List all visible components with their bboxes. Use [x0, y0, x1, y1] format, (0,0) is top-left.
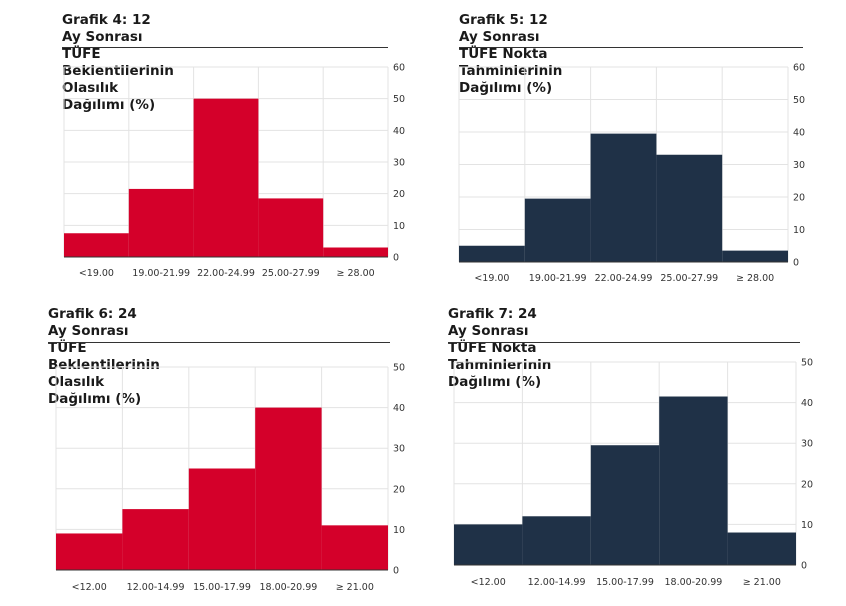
- y-tick-label: 30: [393, 158, 405, 169]
- chart-title-line-2: Olasılık Dağılımı (%): [48, 374, 142, 407]
- bar: [590, 445, 660, 565]
- x-tick-label: ≥ 28.00: [736, 273, 774, 284]
- title-rule: [448, 342, 800, 343]
- bar: [323, 247, 388, 257]
- chart-1: 0 10 20 30 40 50 60 <19.00 19.00-21.99 22.00-24.9…: [458, 63, 805, 284]
- y-tick-label: 60: [793, 63, 805, 74]
- y-tick-label: 30: [793, 160, 805, 171]
- chart-title: Grafik 7: 24 Ay Sonrası TÜFE Nokta Tahmi…: [448, 306, 551, 391]
- y-tick-label: 40: [393, 403, 405, 414]
- y-tick-label: 50: [801, 358, 813, 369]
- y-tick-label: 40: [801, 398, 813, 409]
- x-tick-label: 15.00-17.99: [193, 582, 251, 593]
- x-tick-label: 22.00-24.99: [595, 273, 653, 284]
- bar: [255, 407, 322, 570]
- chart-title-line-2: Olasılık Dağılımı (%): [62, 80, 156, 113]
- y-tick-label: 20: [393, 484, 405, 495]
- y-tick-label: 60: [393, 63, 405, 74]
- bar: [128, 188, 194, 257]
- x-tick-label: ≥ 28.00: [337, 268, 375, 279]
- chart-title-line-1: Grafik 5: 12 Ay Sonrası TÜFE Nokta: [459, 12, 548, 62]
- y-tick-label: 40: [793, 128, 805, 139]
- chart-3: 0 10 20 30 40 50 <12.00 12.00-14.99 15.00-17.99 1…: [453, 358, 813, 588]
- x-tick-label: ≥ 21.00: [336, 582, 374, 593]
- bar: [727, 532, 796, 565]
- y-tick-label: 50: [393, 94, 405, 105]
- bar: [659, 396, 728, 565]
- y-tick-label: 10: [793, 225, 805, 236]
- y-tick-label: 10: [393, 525, 405, 536]
- bar: [56, 533, 123, 570]
- y-tick-label: 0: [393, 253, 399, 264]
- chart-title: Grafik 6: 24 Ay Sonrası TÜFE Beklentiler…: [48, 306, 160, 408]
- bar: [64, 233, 129, 257]
- title-rule: [48, 342, 390, 343]
- y-tick-label: 20: [793, 193, 805, 204]
- y-tick-label: 50: [393, 363, 405, 374]
- bar: [524, 198, 591, 262]
- x-tick-label: 12.00-14.99: [528, 577, 586, 588]
- x-tick-label: 15.00-17.99: [596, 577, 654, 588]
- chart-0: 0 10 20 30 40 50 60 <19.00 19.00-21.99 22.00-24.9…: [63, 63, 405, 279]
- bar: [656, 154, 723, 262]
- x-tick-label: 18.00-20.99: [259, 582, 317, 593]
- x-tick-label: ≥ 21.00: [743, 577, 781, 588]
- y-tick-label: 0: [793, 258, 799, 269]
- title-rule: [459, 47, 803, 48]
- bar: [454, 524, 523, 565]
- y-tick-label: 30: [393, 444, 405, 455]
- x-tick-label: 12.00-14.99: [127, 582, 185, 593]
- y-tick-label: 30: [801, 439, 813, 450]
- title-rule: [62, 47, 388, 48]
- chart-title-line-1: Grafik 6: 24 Ay Sonrası TÜFE Beklentiler…: [48, 306, 160, 373]
- y-tick-label: 20: [393, 189, 405, 200]
- chart-title-line-1: Grafik 7: 24 Ay Sonrası TÜFE Nokta Tahmi…: [448, 306, 552, 373]
- x-tick-label: <19.00: [79, 268, 114, 279]
- x-tick-label: 25.00-27.99: [660, 273, 718, 284]
- bar: [522, 516, 591, 565]
- chart-title: Grafik 5: 12 Ay Sonrası TÜFE Nokta Tahmi…: [459, 12, 562, 97]
- chart-2: 0 10 20 30 40 50 <12.00 12.00-14.99 15.00-17.99 1…: [55, 363, 405, 593]
- bar: [722, 250, 788, 262]
- x-tick-label: 22.00-24.99: [197, 268, 255, 279]
- y-tick-label: 10: [801, 520, 813, 531]
- bar: [258, 198, 324, 257]
- x-tick-label: <12.00: [471, 577, 506, 588]
- x-tick-label: 19.00-21.99: [529, 273, 587, 284]
- chart-title-line-2: Dağılımı (%): [448, 374, 542, 390]
- x-tick-label: 25.00-27.99: [262, 268, 320, 279]
- bar: [590, 133, 657, 262]
- x-tick-label: <12.00: [72, 582, 107, 593]
- bar: [459, 245, 525, 262]
- y-tick-label: 0: [393, 566, 399, 577]
- bar: [122, 509, 189, 570]
- y-tick-label: 20: [801, 479, 813, 490]
- y-tick-label: 0: [801, 561, 807, 572]
- bar: [321, 525, 388, 570]
- y-tick-label: 50: [793, 95, 805, 106]
- y-tick-label: 10: [393, 221, 405, 232]
- y-tick-label: 40: [393, 126, 405, 137]
- bar: [193, 98, 259, 258]
- x-tick-label: <19.00: [474, 273, 509, 284]
- bar: [188, 468, 256, 570]
- x-tick-label: 19.00-21.99: [132, 268, 190, 279]
- x-tick-label: 18.00-20.99: [664, 577, 722, 588]
